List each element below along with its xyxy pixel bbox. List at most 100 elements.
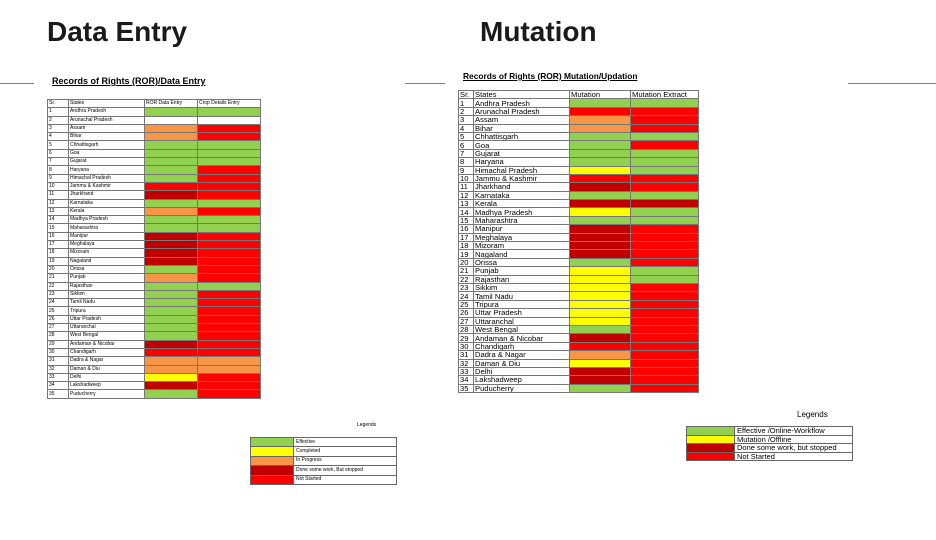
mutation-row: 30 Chandigarh [458,341,699,352]
mutation-status-cell-1 [569,190,631,201]
data-entry-state-cell: Gujarat [68,157,145,167]
right-rule [848,83,936,84]
data-entry-legend-item: Completed [250,446,397,457]
mutation-status-cell-1 [569,324,631,335]
mutation-sr-cell: 33 [458,366,474,377]
middle-rule [405,83,445,84]
data-entry-row: 18 Mizoram [47,248,261,258]
data-entry-status-cell-2 [197,215,261,225]
mutation-row: 19 Nagaland [458,249,699,259]
data-entry-status-cell-2 [197,314,261,325]
mutation-status-cell-1 [569,165,631,175]
data-entry-row: 23 Sikkim [47,289,261,300]
data-entry-header-row: Sr. States ROR Data Entry Crop Details Entr… [47,98,261,109]
data-entry-sr-cell: 13 [47,206,69,217]
data-entry-status-cell-1 [144,123,198,134]
mutation-status-cell-1 [569,241,631,251]
mutation-status-cell-2 [630,215,699,226]
data-entry-legend-swatch [250,465,294,476]
data-entry-status-cell-1 [144,215,198,225]
data-entry-status-cell-1 [144,140,198,150]
data-entry-status-cell-2 [197,190,261,200]
data-entry-status-cell-2 [197,198,261,208]
mutation-row: 14 Madhya Pradesh [458,207,699,217]
mutation-status-cell-1 [569,366,631,377]
mutation-status-cell-2 [630,232,699,243]
data-entry-state-cell: Jammu & Kashmir [68,181,145,192]
mutation-sr-cell: 5 [458,131,474,142]
mutation-state-cell: Maharashtra [473,215,570,226]
mutation-row: 15 Maharashtra [458,215,699,226]
data-entry-status-cell-1 [144,240,198,250]
data-entry-row: 10 Jammu & Kashmir [47,181,261,192]
data-entry-state-cell: Rajasthan [68,281,145,291]
mutation-legend-item: Effective /Online-Workflow [686,426,853,436]
mutation-sr-cell: 24 [458,291,474,301]
mutation-legend-swatch [686,443,735,453]
mutation-legend: Effective /Online-Workflow Mutation /Offl… [686,426,853,461]
mutation-heading: Mutation [480,16,597,47]
data-entry-status-cell-2 [197,273,261,283]
data-entry-sr-cell: 8 [47,165,69,175]
mutation-status-cell-1 [569,282,631,293]
data-entry-status-cell-2 [197,331,261,341]
data-entry-status-cell-1 [144,206,198,217]
data-entry-sr-cell: 4 [47,132,69,142]
data-entry-legend-item: Not Started [250,474,397,485]
mutation-sr-cell: 7 [458,148,474,159]
mutation-status-cell-2 [630,308,699,318]
data-entry-legend-swatch [250,446,294,457]
mutation-status-cell-2 [630,249,699,259]
data-entry-row: 32 Daman & Diu [47,364,261,374]
data-entry-row: 4 Bihar [47,132,261,142]
data-entry-state-cell: Karnataka [68,198,145,208]
data-entry-status-cell-2 [197,264,261,275]
data-entry-status-cell-2 [197,107,261,117]
mutation-row: 26 Uttar Pradesh [458,308,699,318]
mutation-status-cell-1 [569,333,631,343]
data-entry-status-cell-1 [144,339,198,349]
data-entry-state-cell: Sikkim [68,289,145,300]
mutation-sr-cell: 17 [458,232,474,243]
data-entry-legend-swatch [250,474,294,485]
mutation-sr-cell: 14 [458,207,474,217]
mutation-row: 10 Jammu & Kashmir [458,173,699,184]
mutation-sr-cell: 12 [458,190,474,201]
mutation-status-cell-1 [569,115,631,125]
mutation-status-cell-2 [630,173,699,184]
data-entry-row: 20 Orissa [47,264,261,275]
data-entry-status-cell-1 [144,157,198,167]
mutation-state-cell: Uttar Pradesh [473,308,570,318]
mutation-status-cell-1 [569,148,631,159]
mutation-sr-cell: 4 [458,123,474,133]
mutation-sr-cell: 10 [458,173,474,184]
mutation-status-cell-1 [569,123,631,133]
mutation-status-cell-2 [630,366,699,377]
data-entry-row: 26 Uttar Pradesh [47,314,261,325]
mutation-status-cell-1 [569,358,631,368]
data-entry-sr-cell: 12 [47,198,69,208]
mutation-state-cell: Daman & Diu [473,358,570,368]
data-entry-status-cell-2 [197,381,261,391]
data-entry-sr-cell: 9 [47,173,69,183]
data-entry-row: 28 West Bengal [47,331,261,341]
data-entry-status-cell-2 [197,289,261,300]
mutation-state-cell: Tamil Nadu [473,291,570,301]
data-entry-status-cell-2 [197,356,261,366]
mutation-state-cell: Rajasthan [473,274,570,285]
data-entry-sr-cell: 28 [47,331,69,341]
data-entry-state-cell: Kerala [68,206,145,217]
data-entry-sr-cell: 2 [47,115,69,125]
mutation-sr-cell: 13 [458,199,474,209]
data-entry-sr-cell: 23 [47,289,69,300]
mutation-row: 34 Lakshadweep [458,375,699,385]
data-entry-status-cell-1 [144,264,198,275]
data-entry-status-cell-2 [197,256,261,266]
mutation-status-cell-2 [630,324,699,335]
data-entry-status-cell-2 [197,148,261,159]
mutation-sr-cell: 18 [458,241,474,251]
data-entry-status-cell-2 [197,347,261,358]
data-entry-status-cell-2 [197,157,261,167]
data-entry-column-header: ROR Data Entry [144,98,198,109]
mutation-column-header: Mutation [569,89,631,100]
